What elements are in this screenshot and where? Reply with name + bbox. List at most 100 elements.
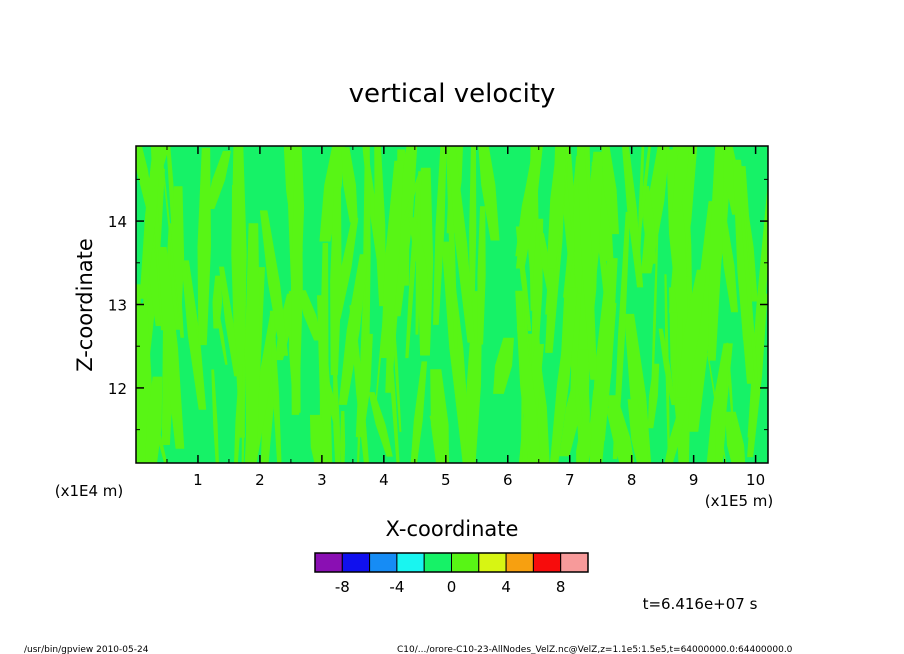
field-streak [477,206,486,345]
colorbar-swatch [532,552,562,573]
y-tick-label: 13 [108,297,127,315]
field-streak [234,364,243,463]
field-streak [244,223,261,463]
field-streak [433,146,447,325]
field-streak [549,287,578,463]
field-streak [647,363,660,429]
colorbar-tick-label: -8 [335,578,350,596]
field-streak [380,160,404,358]
field-streak [330,187,342,376]
x-tick-label: 8 [627,471,637,489]
field-streak [340,411,346,463]
colorbar-swatch [451,552,480,573]
x-axis-label: X-coordinate [386,517,519,541]
field-streak [374,146,386,307]
field-streak [577,146,598,380]
field-streak [621,146,644,288]
field-streak [410,361,428,463]
field-streak [478,146,500,241]
colorbar-swatch [560,552,589,573]
colorbar-swatch [478,552,507,573]
field-streak [601,146,619,235]
field-streak [493,337,514,394]
colorbar [314,552,589,573]
field-streak [516,326,542,463]
field-streak [401,171,422,227]
field-streak [259,210,289,356]
field-streak [515,146,543,269]
field-streak [559,360,589,457]
x-tick-label: 9 [689,471,699,489]
x-axis-unit: (x1E5 m) [705,492,774,510]
field-streak [546,146,567,269]
field-streak [170,186,185,330]
field-streak [269,310,282,463]
field-streak [719,219,738,313]
x-tick-label: 3 [317,471,327,489]
colorbar-swatch [396,552,425,573]
field-streak [145,376,163,463]
field-streak [650,235,659,410]
colorbar-tick-label: 0 [447,578,457,596]
field-streak [322,375,340,427]
field-streak [707,353,727,463]
field-streak [181,260,207,410]
velocity-field [136,146,768,463]
field-streak [206,150,231,209]
field-streak [624,313,652,463]
field-streak [408,217,430,290]
x-tick-label: 5 [441,471,451,489]
x-axis-ticks: 1 2 3 4 5 6 7 8 9 10 [166,146,765,489]
field-streak [446,146,458,349]
field-streak [531,218,544,363]
y-axis-label: Z-coordinate [73,238,97,372]
field-streak [219,266,240,377]
field-streak [740,206,759,393]
field-streak [197,147,211,346]
field-streak [666,149,688,318]
field-streak [144,146,170,196]
field-streak [627,399,649,463]
field-streak [707,146,724,361]
x-tick-label: 6 [503,471,513,489]
field-streak [231,185,241,297]
field-streak [291,161,303,415]
field-streak [185,261,200,338]
x-tick-label: 4 [379,471,389,489]
footer-right: C10/.../orore-C10-23-AllNodes_VelZ.nc@Ve… [397,645,793,654]
field-streak [215,305,228,365]
field-streak [355,333,373,438]
field-streak [672,146,690,212]
time-label: t=6.416e+07 s [643,595,758,613]
field-streak [725,411,746,463]
colorbar-tick-label: -4 [389,578,404,596]
field-streak [319,146,346,242]
field-streak [732,159,756,384]
field-streak [368,392,393,457]
field-streak [211,369,219,463]
x-tick-label: 1 [193,471,203,489]
footer-left: /usr/bin/gpview 2010-05-24 [24,645,149,654]
x-tick-label: 10 [746,471,765,489]
field-streak [726,342,735,429]
field-streak [309,414,329,463]
field-streak [715,376,727,463]
field-streak [160,146,180,318]
colorbar-swatch [314,552,343,573]
field-streak [566,146,575,234]
chart-title: vertical velocity [349,79,556,109]
y-tick-label: 14 [108,213,127,231]
x-tick-label: 2 [255,471,265,489]
field-streak [636,146,651,251]
y-axis-unit: (x1E4 m) [55,482,124,500]
field-streak [157,247,185,449]
x-tick-label: 7 [565,471,575,489]
field-streak [469,146,477,332]
colorbar-tick-label: 4 [501,578,511,596]
field-streak [341,147,358,223]
field-streak [430,369,450,463]
field-streak [676,269,707,398]
y-axis-ticks: 12 13 14 [108,178,768,431]
field-streak [589,258,618,463]
y-tick-label: 12 [108,380,127,398]
